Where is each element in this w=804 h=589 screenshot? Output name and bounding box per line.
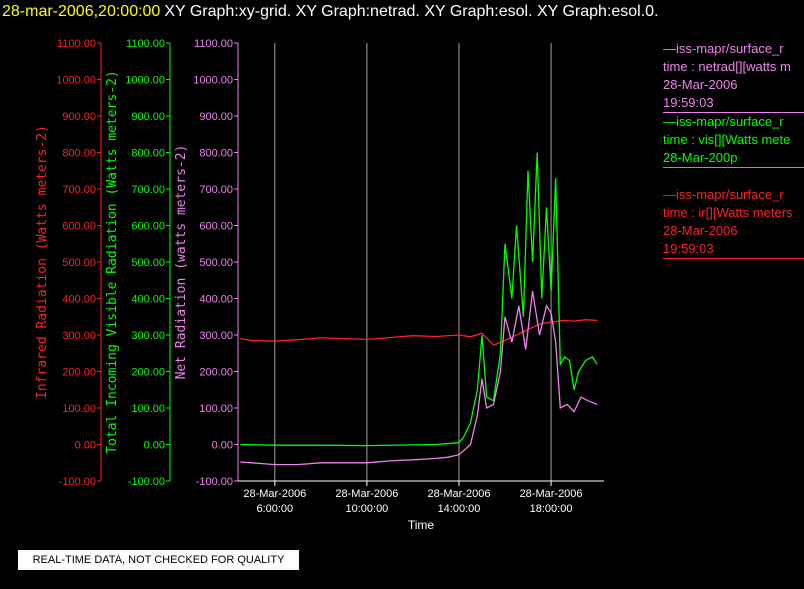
y-tick-label: 300.00: [131, 330, 165, 342]
y-axis-label: Infrared Radiation (Watts meters-2): [35, 125, 50, 399]
legend-line: 28-Mar-2006: [663, 223, 738, 238]
legend-line: 28-Mar-2006: [663, 77, 738, 92]
y-tick-label: 100.00: [199, 403, 233, 415]
y-tick-label: -100.00: [59, 476, 96, 488]
y-tick-label: 200.00: [199, 367, 233, 379]
series-line: [240, 319, 598, 346]
y-tick-label: 900.00: [131, 111, 165, 123]
y-tick-label: 500.00: [62, 257, 96, 269]
y-axis-label: Total Incoming Visible Radiation (Watts …: [105, 70, 120, 454]
y-tick-label: -100.00: [196, 476, 233, 488]
y-tick-label: 700.00: [131, 184, 165, 196]
header-titles: XY Graph:xy-grid. XY Graph:netrad. XY Gr…: [164, 3, 659, 20]
y-tick-label: 200.00: [131, 367, 165, 379]
x-tick-label-time: 6:00:00: [256, 503, 293, 515]
header: 28-mar-2006,20:00:00 XY Graph:xy-grid. XY…: [2, 3, 659, 21]
x-tick-label-time: 18:00:00: [530, 503, 573, 515]
y-axis-label: Net Radiation (watts meters-2): [174, 145, 189, 380]
y-tick-label: 300.00: [199, 330, 233, 342]
legend-line: time : vis[][Watts mete: [663, 132, 791, 147]
y-tick-label: 300.00: [62, 330, 96, 342]
y-tick-label: 1000.00: [56, 75, 96, 87]
y-tick-label: 400.00: [199, 294, 233, 306]
y-tick-label: 1100.00: [126, 38, 165, 50]
y-tick-label: 600.00: [131, 221, 165, 233]
y-tick-label: 0.00: [144, 440, 165, 452]
x-tick-label-time: 14:00:00: [438, 503, 481, 515]
y-tick-label: 0.00: [75, 440, 96, 452]
y-tick-label: -100.00: [128, 476, 165, 488]
series-line: [240, 291, 598, 466]
y-tick-label: 100.00: [131, 403, 165, 415]
legend-separator: [663, 258, 804, 259]
y-tick-label: 100.00: [62, 403, 96, 415]
y-tick-label: 200.00: [62, 367, 96, 379]
y-tick-label: 600.00: [62, 221, 96, 233]
x-axis-label: Time: [408, 518, 435, 532]
series-line: [240, 152, 598, 447]
legend-separator: [663, 112, 804, 113]
y-tick-label: 700.00: [62, 184, 96, 196]
y-tick-label: 500.00: [131, 257, 165, 269]
x-tick-label-date: 28-Mar-2006: [335, 488, 398, 500]
y-tick-label: 400.00: [131, 294, 165, 306]
x-tick-label-time: 10:00:00: [345, 503, 388, 515]
y-tick-label: 700.00: [199, 184, 233, 196]
legend-line: —iss-mapr/surface_r: [663, 114, 784, 129]
y-tick-label: 500.00: [199, 257, 233, 269]
y-tick-label: 0.00: [212, 440, 233, 452]
legend-line: —iss-mapr/surface_r: [663, 41, 784, 56]
y-tick-label: 900.00: [62, 111, 96, 123]
legend-line: time : netrad[][watts m: [663, 59, 791, 74]
x-tick-label-date: 28-Mar-2006: [520, 488, 583, 500]
legend-line: 28-Mar-200p: [663, 150, 738, 165]
legend-line: time : ir[][Watts meters: [663, 205, 793, 220]
y-tick-label: 800.00: [62, 148, 96, 160]
y-tick-label: 1100.00: [194, 38, 233, 50]
x-tick-label-date: 28-Mar-2006: [243, 488, 306, 500]
y-tick-label: 400.00: [62, 294, 96, 306]
y-tick-label: 1100.00: [57, 38, 96, 50]
x-tick-label-date: 28-Mar-2006: [427, 488, 490, 500]
y-tick-label: 900.00: [199, 111, 233, 123]
y-tick-label: 800.00: [131, 148, 165, 160]
y-tick-label: 1000.00: [125, 75, 165, 87]
y-tick-label: 800.00: [199, 148, 233, 160]
y-tick-label: 1000.00: [193, 75, 233, 87]
header-time: 28-mar-2006,20:00:00: [2, 3, 161, 20]
quality-notice: REAL-TIME DATA, NOT CHECKED FOR QUALITY: [18, 550, 299, 570]
legend-line: 19:59:03: [663, 241, 714, 256]
legend-line: —iss-mapr/surface_r: [663, 187, 784, 202]
legend-line: 19:59:03: [663, 95, 714, 110]
y-tick-label: 600.00: [199, 221, 233, 233]
legend-separator: [663, 167, 804, 168]
